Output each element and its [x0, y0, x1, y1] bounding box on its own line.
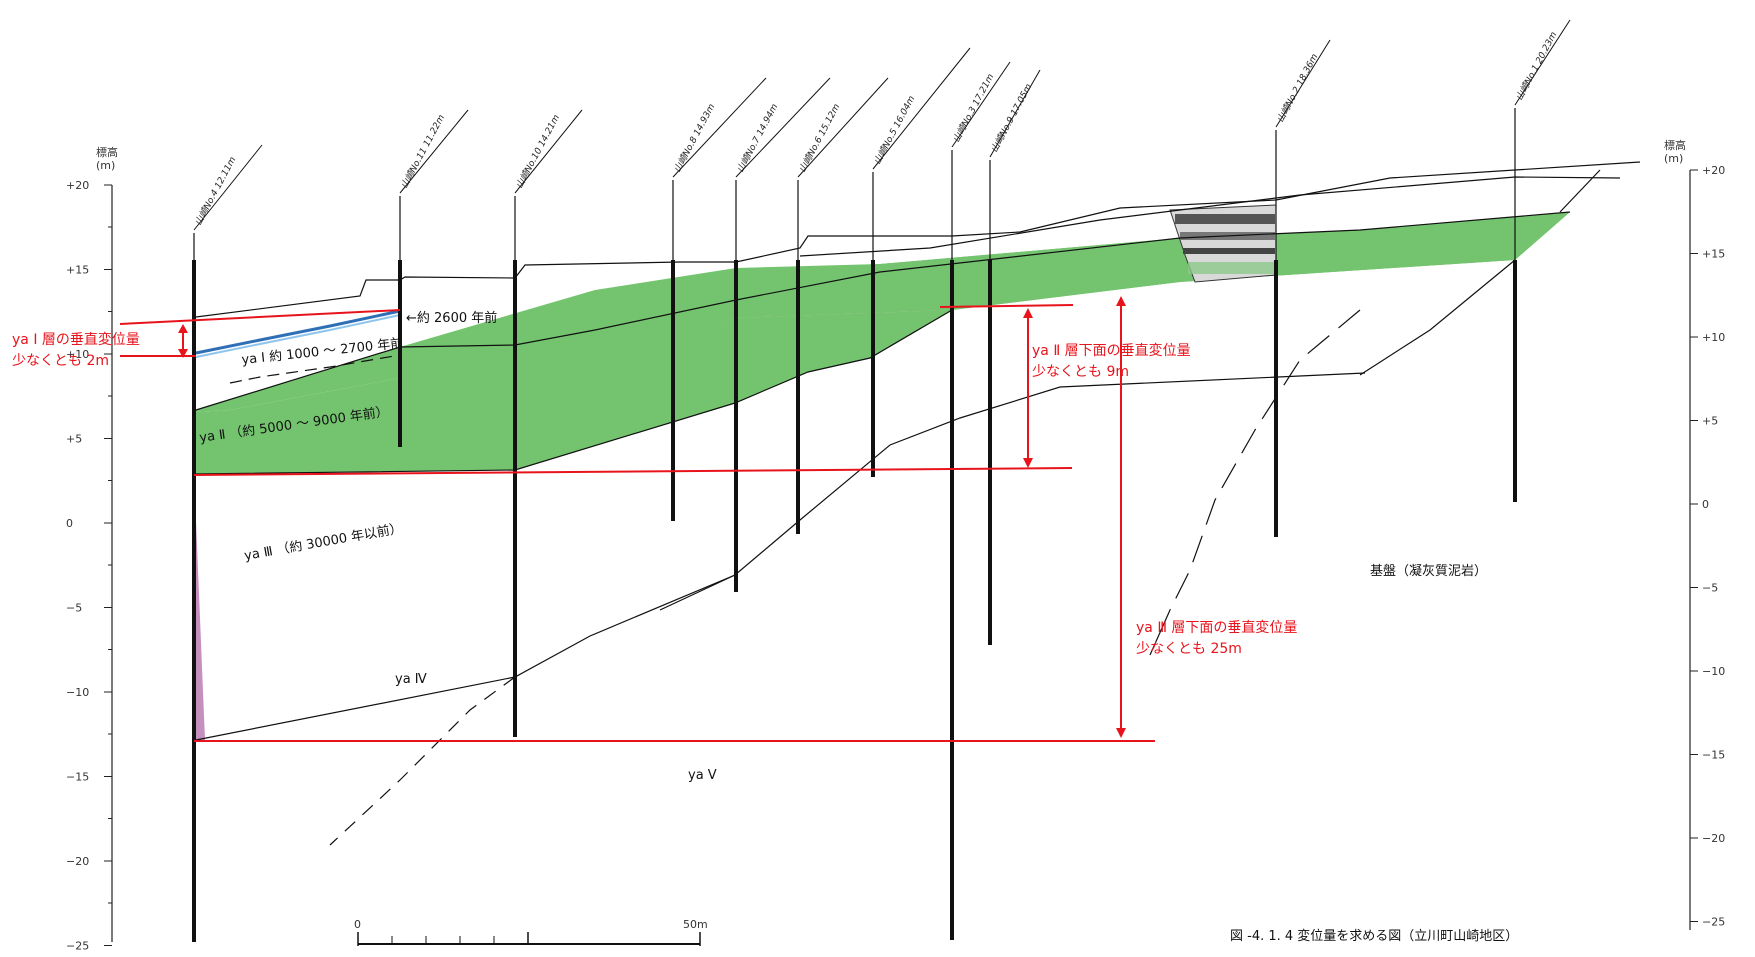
figure-caption: 図 -4. 1. 4 変位量を求める図（立川町山崎地区） [1230, 928, 1518, 944]
right-axis-tick-label: −5 [1702, 582, 1718, 595]
borehole-label: 山崎No.1 20.23m [1514, 30, 1560, 103]
right-elevation-axis: 標高(m) +20 +15 +10 +5 0 −5 −10 −15 −20 −25 [1664, 138, 1725, 930]
left-axis-unit-label: 標高(m) [96, 145, 118, 172]
ya1-upper-ref-line [119, 309, 401, 325]
ya2-displacement-title: ya Ⅱ 層下面の垂直変位量 [1032, 342, 1191, 359]
ya3-displacement-title: ya Ⅲ 層下面の垂直変位量 [1136, 619, 1297, 636]
borehole-no3: 山崎No.3 17.21m [950, 61, 1011, 940]
left-axis-tick-label: 0 [66, 517, 73, 530]
borehole-label: 山崎No.7 14.94m [735, 102, 781, 175]
displacement-reference-lines [119, 300, 1155, 742]
ya1-displacement-value: 少なくとも 2m [12, 353, 109, 369]
layer-ya3-label: ya Ⅲ （約 30000 年以前） [243, 520, 404, 564]
borehole-columns: 山崎No.4 12.11m 山崎No.11 11.22m 山崎No.10 14.21… [192, 19, 1571, 942]
left-axis-tick-label: −5 [66, 602, 82, 615]
borehole-label: 山崎No.9 17.05m [989, 82, 1035, 155]
right-axis-tick-label: +5 [1702, 415, 1718, 428]
borehole-label: 山崎No.10 14.21m [514, 113, 562, 191]
left-axis-tick-label: +5 [66, 433, 82, 446]
layer-ya5-label: ya Ⅴ [688, 768, 717, 783]
borehole-label: 山崎No.8 14.93m [672, 102, 718, 175]
layer-ya1-age-label: ←約 2600 年前 [406, 310, 497, 326]
right-axis-tick-label: −10 [1702, 665, 1725, 678]
borehole-label: 山崎No.5 16.04m [872, 94, 918, 167]
right-axis-tick-label: 0 [1702, 498, 1709, 511]
ya1-displacement-title: ya Ⅰ 層の垂直変位量 [12, 331, 140, 348]
right-axis-tick-label: −25 [1702, 916, 1725, 929]
left-axis-tick-label: −25 [66, 940, 89, 953]
ya2-lower-ref-line [193, 467, 1073, 476]
borehole-no1: 山崎No.1 20.23m [1513, 19, 1571, 502]
ya2-upper-ref-line [939, 304, 1074, 308]
scale-bar-start: 0 [354, 918, 361, 931]
scale-bar: 0 50m [354, 918, 708, 946]
right-axis-tick-label: +15 [1702, 248, 1725, 261]
left-axis-tick-label: +10 [66, 348, 89, 361]
scale-bar-end: 50m [683, 918, 708, 931]
layer-ya2-left-fill [194, 310, 952, 474]
ya2-displacement-value: 少なくとも 9m [1032, 364, 1129, 380]
borehole-no2: 山崎No.2 18.36m [1274, 39, 1331, 537]
left-axis-tick-label: +20 [66, 179, 89, 192]
layer-ya4-label: ya Ⅳ [395, 672, 427, 687]
right-axis-tick-label: −15 [1702, 749, 1725, 762]
layer-ya1-top-line-light [195, 314, 401, 358]
left-axis-tick-label: −20 [66, 855, 89, 868]
right-axis-unit-label: 標高(m) [1664, 138, 1686, 165]
left-axis-tick-label: −10 [66, 686, 89, 699]
borehole-label: 山崎No.3 17.21m [951, 72, 997, 145]
ya3-displacement-value: 少なくとも 25m [1136, 641, 1242, 657]
left-axis-tick-label: +15 [66, 264, 89, 277]
borehole-label: 山崎No.6 15.12m [797, 102, 843, 175]
borehole-label: 山崎No.4 12.11m [193, 155, 239, 228]
borehole-no4: 山崎No.4 12.11m [192, 144, 263, 942]
right-axis-tick-label: +20 [1702, 164, 1725, 177]
borehole-label: 山崎No.2 18.36m [1275, 52, 1321, 125]
bedrock-label: 基盤（凝灰質泥岩） [1370, 563, 1487, 579]
displacement-arrowheads [178, 296, 1126, 738]
left-elevation-axis: 標高(m) +20 +15 +10 +5 0 −5 −10 −15 −20 −25 [66, 145, 118, 953]
layer-ya1-top-line [195, 309, 401, 355]
right-axis-tick-label: +10 [1702, 331, 1725, 344]
borehole-label: 山崎No.11 11.22m [399, 113, 447, 191]
layer-ya2-mid-fill [400, 212, 1570, 380]
left-axis-tick-label: −15 [66, 771, 89, 784]
right-axis-tick-label: −20 [1702, 832, 1725, 845]
